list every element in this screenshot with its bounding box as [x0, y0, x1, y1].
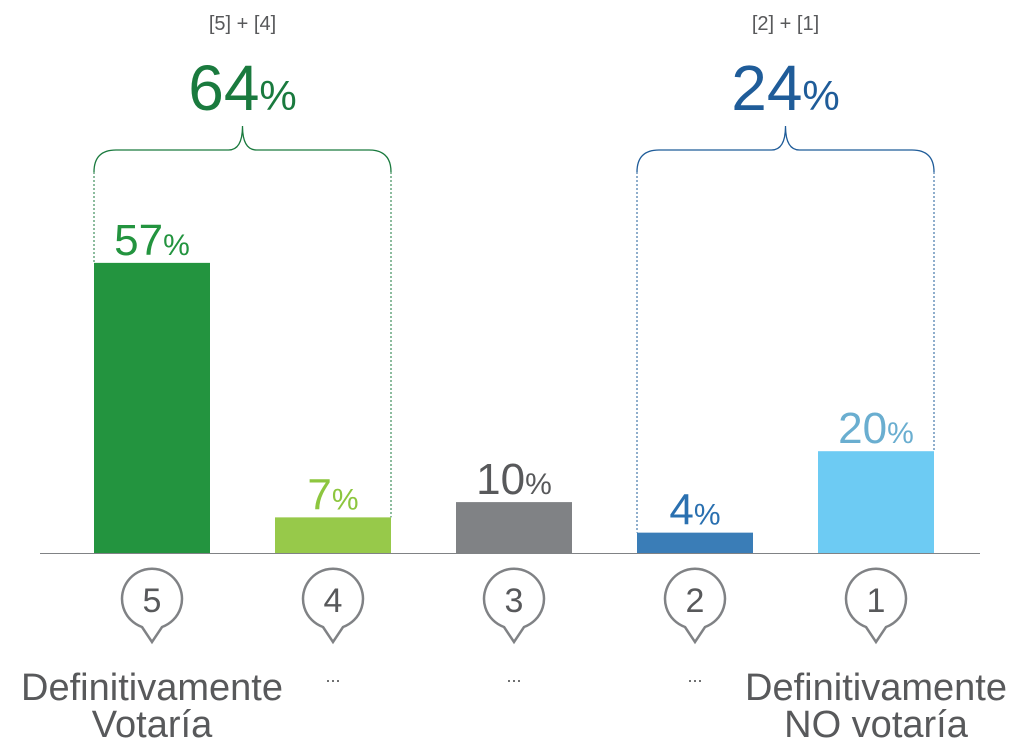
category-number: 1	[867, 582, 886, 620]
category-bubble	[120, 567, 184, 645]
category-bubble	[482, 567, 546, 645]
bar	[94, 262, 210, 553]
value-label: 10%	[476, 455, 552, 504]
value-label: 20%	[838, 404, 914, 453]
group-brace	[636, 125, 935, 173]
bar	[456, 502, 572, 553]
category-label: ...	[325, 666, 340, 686]
category-bubble	[844, 567, 908, 645]
category-number: 2	[686, 582, 705, 620]
category-number: 4	[324, 582, 343, 620]
category-number: 5	[143, 582, 162, 620]
value-label: 7%	[307, 470, 358, 519]
category-bubble	[663, 567, 727, 645]
bar	[818, 451, 934, 553]
category-number: 3	[505, 582, 524, 620]
category-label: Definitivamente	[21, 667, 283, 709]
category-label: ...	[506, 666, 521, 686]
value-label: 4%	[669, 486, 720, 535]
category-label: ...	[687, 666, 702, 686]
category-label: Definitivamente	[745, 667, 1007, 709]
group-total: 24%	[731, 52, 840, 124]
category-label: Votaría	[92, 704, 213, 745]
group-total: 64%	[188, 52, 297, 124]
group-formula: [2] + [1]	[752, 13, 819, 35]
group-brace	[93, 125, 392, 173]
bar	[275, 517, 391, 553]
bar	[637, 532, 753, 553]
category-label: NO votaría	[784, 704, 969, 745]
category-bubble	[301, 567, 365, 645]
value-label: 57%	[114, 216, 190, 265]
group-formula: [5] + [4]	[209, 13, 276, 35]
